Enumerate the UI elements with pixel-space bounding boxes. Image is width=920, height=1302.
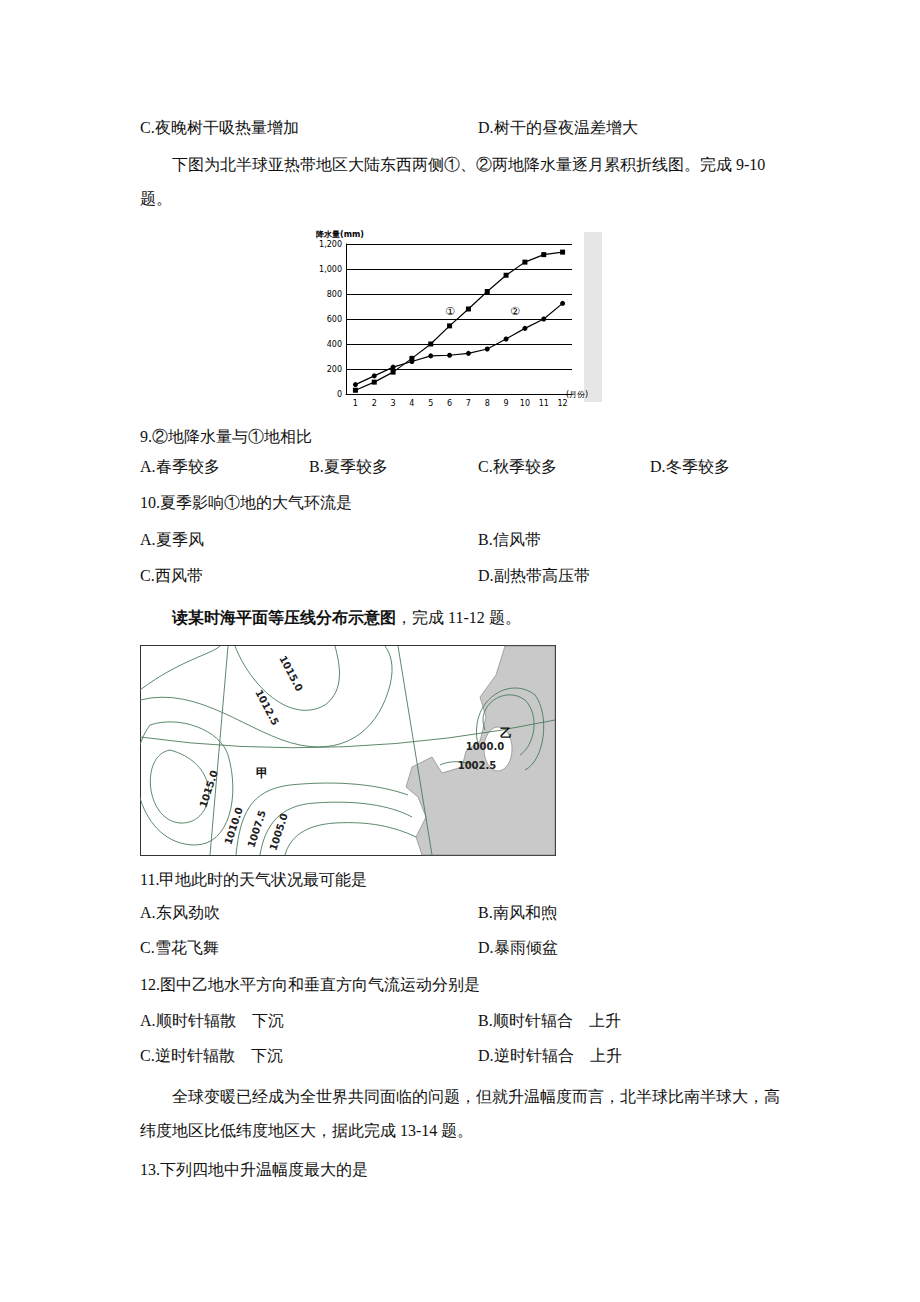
svg-text:1000.0: 1000.0: [466, 741, 505, 752]
svg-text:甲: 甲: [256, 766, 268, 780]
html-text:D.冬季较多: D.冬季较多: [650, 458, 730, 475]
svg-text:0: 0: [337, 390, 342, 399]
html-text:读某时海平面等压线分布示意图，完成 11-12 题。: 读某时海平面等压线分布示意图，完成 11-12 题。: [172, 609, 521, 626]
svg-text:800: 800: [327, 290, 342, 299]
html-text:D.树干的昼夜温差增大: D.树干的昼夜温差增大: [478, 119, 638, 136]
svg-text:1010.0: 1010.0: [222, 806, 244, 846]
html-text:10.夏季影响①地的大气环流是: 10.夏季影响①地的大气环流是: [140, 494, 352, 511]
svg-text:1015.0: 1015.0: [277, 654, 305, 693]
svg-text:7: 7: [466, 399, 471, 408]
html-text:12.图中乙地水平方向和垂直方向气流运动分别是: 12.图中乙地水平方向和垂直方向气流运动分别是: [140, 976, 480, 993]
svg-text:1015.0: 1015.0: [197, 769, 219, 809]
svg-text:2: 2: [372, 399, 377, 408]
html-text:下图为北半球亚热带地区大陆东西两侧①、②两地降水量逐月累积折: 下图为北半球亚热带地区大陆东西两侧①、②两地降水量逐月累积折线图。完成 9-10…: [140, 156, 766, 207]
html-text:B.南风和煦: B.南风和煦: [478, 904, 557, 921]
html-text:全球变暖已经成为全世界共同面临的问题，但就升温幅度而言，北半: 全球变暖已经成为全世界共同面临的问题，但就升温幅度而言，北半球比南半球大，高纬度…: [140, 1088, 780, 1139]
svg-text:11: 11: [539, 399, 549, 408]
html-text:B.夏季较多: B.夏季较多: [309, 458, 388, 475]
html-text:13.下列四地中升温幅度最大的是: 13.下列四地中升温幅度最大的是: [140, 1161, 368, 1178]
svg-text:1,000: 1,000: [319, 265, 342, 274]
svg-text:1002.5: 1002.5: [458, 760, 497, 771]
svg-text:12: 12: [557, 399, 567, 408]
html-text:A.夏季风: A.夏季风: [140, 531, 204, 548]
html-text:B.信风带: B.信风带: [478, 531, 541, 548]
svg-text:4: 4: [409, 399, 414, 408]
html-text:D.逆时针辐合 上升: D.逆时针辐合 上升: [478, 1047, 622, 1064]
html-text:C.西风带: C.西风带: [140, 567, 203, 584]
svg-text:1012.5: 1012.5: [253, 688, 281, 727]
svg-text:400: 400: [327, 340, 342, 349]
svg-text:6: 6: [447, 399, 452, 408]
html-text:C.秋季较多: C.秋季较多: [478, 458, 557, 475]
svg-text:①: ①: [445, 305, 455, 318]
html-text:A.东风劲吹: A.东风劲吹: [140, 904, 220, 921]
html-text:A.顺时针辐散 下沉: A.顺时针辐散 下沉: [140, 1012, 284, 1029]
svg-text:降水量(mm): 降水量(mm): [316, 230, 364, 239]
html-text:11.甲地此时的天气状况最可能是: 11.甲地此时的天气状况最可能是: [140, 871, 368, 888]
svg-text:8: 8: [485, 399, 490, 408]
svg-text:乙: 乙: [500, 726, 512, 740]
svg-text:5: 5: [428, 399, 433, 408]
svg-text:600: 600: [327, 315, 342, 324]
html-text:C.雪花飞舞: C.雪花飞舞: [140, 939, 219, 956]
svg-text:1005.0: 1005.0: [267, 812, 289, 852]
svg-text:9: 9: [504, 399, 509, 408]
svg-text:②: ②: [510, 305, 520, 318]
html-text:A.春季较多: A.春季较多: [140, 458, 220, 475]
html-text:C.逆时针辐散 下沉: C.逆时针辐散 下沉: [140, 1047, 283, 1064]
html-text:B.顺时针辐合 上升: B.顺时针辐合 上升: [478, 1012, 621, 1029]
html-text:C.夜晚树干吸热量增加: C.夜晚树干吸热量增加: [140, 119, 299, 136]
svg-text:1007.5: 1007.5: [245, 809, 267, 849]
html-text:9.②地降水量与①地相比: 9.②地降水量与①地相比: [140, 428, 312, 445]
svg-text:1,200: 1,200: [319, 240, 342, 249]
svg-text:(月份): (月份): [566, 389, 589, 399]
html-text:D.副热带高压带: D.副热带高压带: [478, 567, 590, 584]
svg-text:10: 10: [520, 399, 530, 408]
svg-text:3: 3: [391, 399, 396, 408]
html-text:D.暴雨倾盆: D.暴雨倾盆: [478, 939, 558, 956]
svg-text:1: 1: [353, 399, 358, 408]
svg-text:200: 200: [327, 365, 342, 374]
